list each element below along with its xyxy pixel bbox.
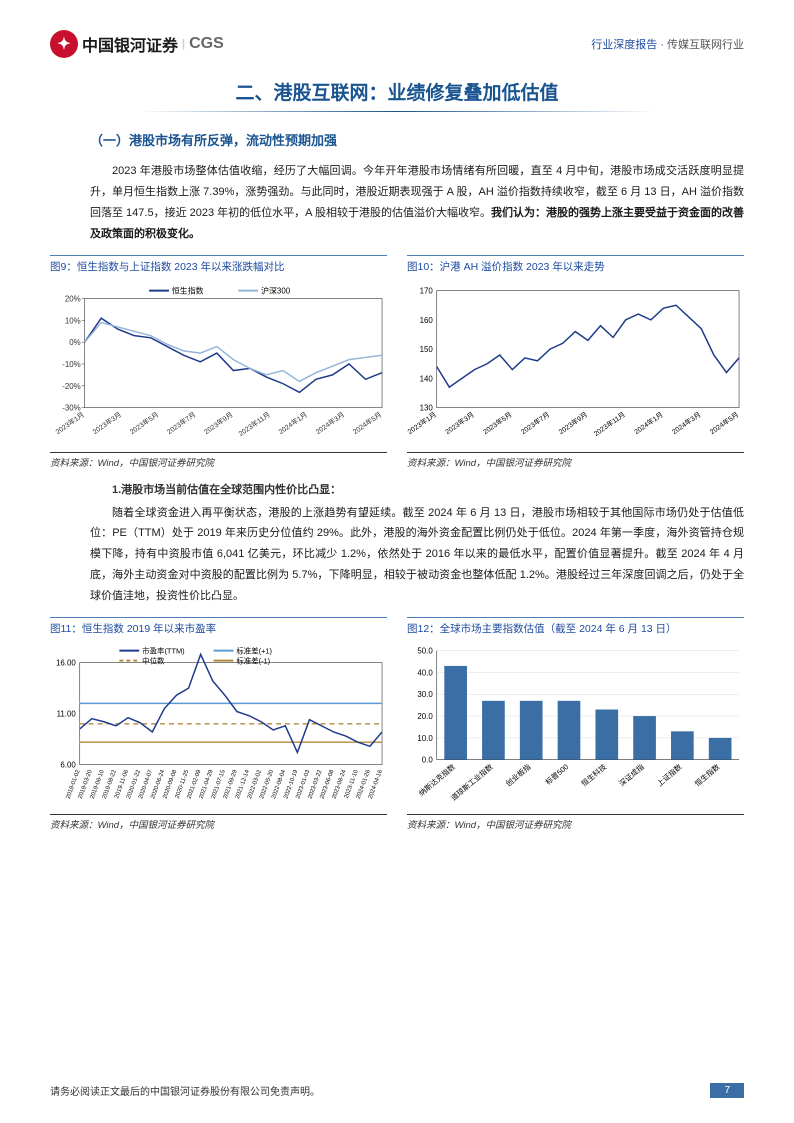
svg-text:140: 140 — [420, 374, 434, 383]
svg-text:11.00: 11.00 — [57, 710, 77, 719]
main-title: 二、港股互联网：业绩修复叠加低估值 — [50, 78, 744, 105]
svg-text:2023年1月: 2023年1月 — [54, 409, 86, 435]
chart11-source: 资料来源：Wind，中国银河证券研究院 — [50, 814, 387, 831]
svg-text:16.00: 16.00 — [56, 659, 76, 668]
page-footer: 请务必阅读正文最后的中国银河证券股份有限公司免责声明。 7 — [50, 1083, 744, 1098]
svg-text:-10%: -10% — [62, 360, 80, 369]
svg-text:2023年3月: 2023年3月 — [91, 409, 123, 435]
title-underline — [137, 111, 657, 112]
svg-text:2023年9月: 2023年9月 — [202, 409, 234, 435]
svg-text:2024年1月: 2024年1月 — [277, 409, 309, 435]
svg-text:标准差(+1): 标准差(+1) — [236, 646, 272, 656]
svg-text:40.0: 40.0 — [417, 668, 433, 677]
chart12: 0.0 10.0 20.0 30.0 40.0 50.0 纳斯达克指数道琼斯工业指数创业板指… — [407, 640, 744, 810]
svg-text:市盈率(TTM): 市盈率(TTM) — [142, 646, 185, 656]
svg-text:2024年3月: 2024年3月 — [670, 409, 702, 435]
svg-text:10.0: 10.0 — [417, 734, 433, 743]
chart12-title: 图12：全球市场主要指数估值（截至 2024 年 6 月 13 日） — [407, 617, 744, 636]
svg-text:2023年7月: 2023年7月 — [165, 409, 197, 435]
svg-text:2023年5月: 2023年5月 — [481, 409, 513, 435]
svg-text:2023年11月: 2023年11月 — [592, 409, 627, 437]
chart10-title: 图10：沪港 AH 溢价指数 2023 年以来走势 — [407, 255, 744, 274]
svg-text:2023年1月: 2023年1月 — [407, 409, 438, 435]
svg-text:2023年5月: 2023年5月 — [128, 409, 160, 435]
svg-text:30.0: 30.0 — [417, 690, 433, 699]
svg-text:恒生科技: 恒生科技 — [579, 761, 609, 788]
svg-text:2023年3月: 2023年3月 — [443, 409, 475, 435]
svg-text:纳斯达克指数: 纳斯达克指数 — [416, 761, 457, 798]
brand-en: CGS — [189, 35, 224, 53]
svg-text:2024年5月: 2024年5月 — [708, 409, 740, 435]
svg-text:0.0: 0.0 — [422, 756, 434, 765]
svg-text:2023年11月: 2023年11月 — [237, 409, 272, 437]
svg-text:2024年5月: 2024年5月 — [351, 409, 383, 435]
paragraph-1: 2023 年港股市场整体估值收缩，经历了大幅回调。今年开年港股市场情绪有所回暖，… — [50, 161, 744, 245]
svg-text:-30%: -30% — [62, 403, 80, 412]
svg-text:20.0: 20.0 — [417, 712, 433, 721]
svg-text:20%: 20% — [65, 294, 81, 303]
doc-type: 行业深度报告 — [591, 39, 657, 51]
svg-text:2024年3月: 2024年3月 — [314, 409, 346, 435]
header-category: 行业深度报告 · 传媒互联网行业 — [591, 36, 744, 52]
svg-text:50.0: 50.0 — [417, 647, 433, 656]
chart9-source: 资料来源：Wind，中国银河证券研究院 — [50, 452, 387, 469]
svg-text:0%: 0% — [69, 338, 80, 347]
disclaimer: 请务必阅读正文最后的中国银河证券股份有限公司免责声明。 — [50, 1083, 320, 1098]
svg-text:170: 170 — [420, 286, 434, 295]
chart10: 1301401501601702023年1月2023年3月2023年5月2023… — [407, 278, 744, 448]
chart10-source: 资料来源：Wind，中国银河证券研究院 — [407, 452, 744, 469]
svg-text:道琼斯工业指数: 道琼斯工业指数 — [448, 761, 495, 802]
svg-text:130: 130 — [420, 403, 434, 412]
brand-cn: 中国银河证券 — [82, 32, 178, 56]
section-heading-1: 1.港股市场当前估值在全球范围内性价比凸显： — [50, 481, 744, 497]
svg-text:沪深300: 沪深300 — [261, 285, 291, 295]
page-number: 7 — [710, 1083, 744, 1098]
svg-text:标普500: 标普500 — [543, 762, 570, 787]
svg-text:2023年7月: 2023年7月 — [519, 409, 551, 435]
svg-text:恒生指数: 恒生指数 — [172, 285, 204, 295]
svg-text:恒生指数: 恒生指数 — [692, 761, 722, 788]
svg-text:深证成指: 深证成指 — [617, 761, 647, 788]
svg-text:标准差(-1): 标准差(-1) — [236, 656, 270, 666]
svg-text:上证指数: 上证指数 — [654, 761, 684, 788]
logo-icon: ✦ — [50, 30, 78, 58]
paragraph-2: 随着全球资金进入再平衡状态，港股的上涨趋势有望延续。截至 2024 年 6 月 … — [50, 503, 744, 607]
subtitle-1: （一）港股市场有所反弹，流动性预期加强 — [50, 130, 744, 149]
category: 传媒互联网行业 — [667, 39, 744, 51]
svg-text:2023年9月: 2023年9月 — [557, 409, 589, 435]
svg-text:160: 160 — [420, 315, 434, 324]
svg-text:-20%: -20% — [62, 381, 80, 390]
svg-text:150: 150 — [420, 345, 434, 354]
chart11-title: 图11：恒生指数 2019 年以来市盈率 — [50, 617, 387, 636]
svg-text:中位数: 中位数 — [142, 656, 165, 666]
chart11: 6.0011.0016.002019-01-022019-03-202019-0… — [50, 640, 387, 810]
svg-text:6.00: 6.00 — [60, 761, 76, 770]
svg-text:创业板指: 创业板指 — [503, 761, 533, 788]
svg-text:10%: 10% — [65, 316, 81, 325]
brand-logo: ✦ 中国银河证券 | CGS — [50, 30, 224, 58]
svg-text:2024年1月: 2024年1月 — [632, 409, 664, 435]
chart9: -30% -20% -10% 0% 10% 20% 2023年1月2023年3月2023年5… — [50, 278, 387, 448]
chart9-title: 图9：恒生指数与上证指数 2023 年以来涨跌幅对比 — [50, 255, 387, 274]
chart12-source: 资料来源：Wind，中国银河证券研究院 — [407, 814, 744, 831]
page-header: ✦ 中国银河证券 | CGS 行业深度报告 · 传媒互联网行业 — [50, 30, 744, 58]
